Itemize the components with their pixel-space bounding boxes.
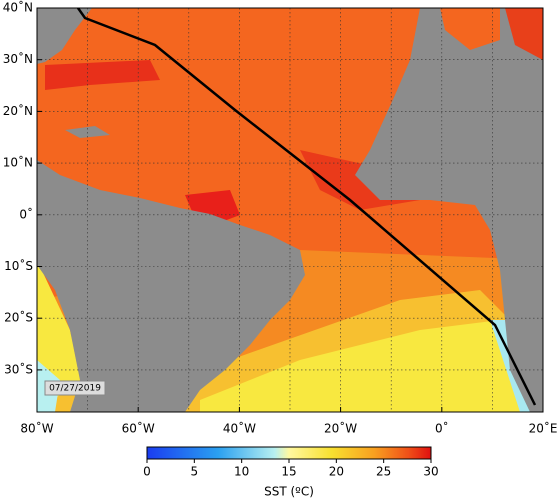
- map-area: 07/27/2019: [37, 8, 543, 412]
- map-frame: [36, 7, 544, 413]
- lat-label: 10˚N: [3, 155, 33, 170]
- graticule: [37, 8, 543, 412]
- lon-label: 20˚E: [529, 421, 558, 436]
- date-box: [44, 380, 106, 396]
- colorbar-tick-label: 0: [143, 465, 151, 479]
- colorbar-tick-label: 20: [329, 465, 344, 479]
- colorbar-tick-label: 15: [281, 465, 296, 479]
- lon-label: 20˚W: [324, 421, 357, 436]
- lon-label: 0˚: [435, 421, 449, 436]
- land-south-america: [37, 160, 305, 412]
- colorbar-label: SST (ºC): [264, 485, 314, 499]
- ocean-hot-zone: [45, 60, 160, 90]
- land-north-america: [37, 8, 92, 64]
- lon-label: 40˚W: [223, 421, 256, 436]
- land-africa-europe: [355, 8, 543, 412]
- colorbar-tick-label: 30: [423, 465, 438, 479]
- lat-label: 20˚N: [3, 103, 33, 118]
- lat-label: 40˚N: [3, 0, 33, 15]
- lat-label: 10˚S: [4, 258, 33, 273]
- lat-label: 20˚S: [4, 310, 33, 325]
- lat-label: 0˚: [19, 206, 33, 221]
- colorbar-tick-label: 10: [234, 465, 249, 479]
- mediterranean-east: [505, 8, 543, 60]
- lon-label: 60˚W: [122, 421, 155, 436]
- ocean-cool-zone: [200, 320, 530, 412]
- cruise-track: [76, 8, 537, 406]
- colorbar-tick-label: 5: [191, 465, 199, 479]
- date-label: 07/27/2019: [49, 384, 101, 394]
- colorbar: [146, 446, 432, 460]
- lat-label: 30˚N: [3, 51, 33, 66]
- colorbar-tick-label: 25: [376, 465, 391, 479]
- lat-label: 30˚S: [4, 361, 33, 376]
- lon-label: 80˚W: [20, 421, 53, 436]
- mediterranean: [440, 8, 500, 50]
